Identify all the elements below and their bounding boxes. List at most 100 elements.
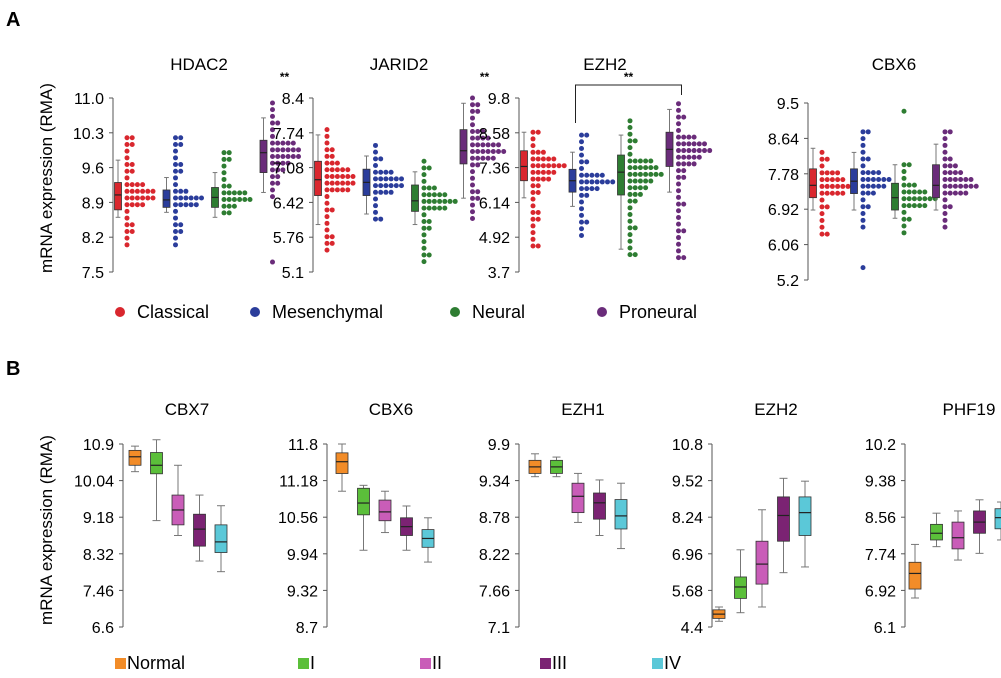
chart-a-hdac2-mesenchymal-dot	[173, 215, 178, 221]
chart-a-cbx6-proneural-dot	[958, 190, 964, 196]
chart-a-cbx6-proneural-dot	[942, 224, 948, 230]
chart-a-cbx6-mesenchymal-dot	[865, 176, 871, 182]
chart-a-hdac2-mesenchymal-dot	[188, 202, 194, 208]
chart-a-jarid2-neural-dot	[421, 185, 427, 191]
chart-a-ezh2-neural-dot	[632, 252, 638, 258]
legend-b-ii-marker	[420, 658, 431, 669]
chart-b-ezh2-tick-label: 8.24	[672, 510, 703, 527]
chart-b-cbx6-tick-label: 8.7	[296, 620, 318, 637]
chart-a-cbx6-classical-dot	[824, 156, 830, 162]
chart-a-hdac2-proneural-dot	[285, 140, 291, 146]
chart-a-jarid2-classical-dot	[324, 127, 330, 133]
chart-a-jarid2-proneural-dot	[475, 108, 481, 114]
chart-a-jarid2-proneural-dot	[470, 195, 475, 201]
chart-a-hdac2-proneural-dot	[280, 147, 286, 153]
chart-a-cbx6-neural-dot	[901, 182, 907, 188]
chart-a-hdac2-proneural-dot	[280, 140, 286, 146]
panel-b-y-axis-label: mRNA expression (RMA)	[37, 435, 56, 625]
chart-a-ezh2-neural-dot	[637, 171, 643, 177]
chart-a-hdac2-mesenchymal-dot	[183, 195, 189, 201]
chart-a-cbx6-proneural-dot	[952, 183, 958, 189]
chart-a-jarid2-tick-label: 5.1	[282, 265, 304, 282]
chart-a-ezh2-classical-dot	[530, 129, 536, 135]
chart-b-ezh2-i-box	[734, 576, 747, 599]
chart-a-ezh2-proneural-dot	[676, 248, 681, 254]
chart-a-jarid2-classical-dot	[329, 153, 335, 159]
chart-a-jarid2-mesenchymal-dot	[399, 176, 404, 182]
chart-a-ezh2-proneural-dot	[676, 188, 681, 194]
chart-a-jarid2-neural-dot	[426, 165, 432, 171]
chart-a-cbx6-classical-dot	[824, 183, 830, 189]
chart-a-ezh2-neural-dot	[627, 131, 633, 137]
chart-a-cbx6-mesenchymal-dot	[876, 170, 882, 176]
chart-b-ezh2-title: EZH2	[754, 400, 797, 419]
chart-a-cbx6-proneural-dot	[947, 183, 953, 189]
chart-a-hdac2-mesenchymal-dot	[173, 141, 178, 147]
chart-a-ezh2-mesenchymal-dot	[594, 172, 600, 178]
chart-a-jarid2-neural-dot	[421, 259, 427, 265]
chart-b-cbx7-tick-label: 8.32	[83, 547, 114, 564]
chart-a-jarid2-proneural-dot	[480, 142, 486, 148]
chart-a-jarid2-classical-dot	[324, 194, 330, 200]
chart-a-ezh2-classical-dot	[535, 129, 541, 135]
chart-a-ezh2-classical-dot	[535, 149, 541, 155]
chart-a-cbx6-mesenchymal-dot	[881, 183, 887, 189]
chart-a-jarid2-proneural-dot	[480, 135, 486, 141]
chart-a-ezh2-proneural-dot	[691, 154, 697, 160]
chart-a-ezh2-mesenchymal-dot	[579, 159, 584, 165]
chart-a-hdac2-classical-dot	[134, 195, 140, 201]
chart-a-hdac2-neural-dot	[226, 150, 232, 156]
chart-a-jarid2-proneural-dot	[470, 155, 475, 161]
chart-a-hdac2-classical-dot	[124, 215, 130, 221]
chart-a-jarid2-mesenchymal-dot	[399, 183, 404, 189]
chart-a-cbx6-proneural-dot	[942, 149, 948, 155]
chart-a-jarid2-neural-dot	[421, 212, 427, 218]
chart-a-jarid2-neural-dot	[421, 245, 427, 251]
chart-a-jarid2-classical-dot	[324, 214, 330, 220]
chart-a-jarid2-proneural-dot	[485, 135, 491, 141]
chart-a-jarid2-classical-dot	[324, 187, 330, 193]
chart-a-jarid2-proneural-dot	[470, 189, 475, 195]
chart-a-cbx6-neural-dot	[917, 196, 923, 202]
chart-a-cbx6-proneural-dot	[942, 136, 948, 142]
chart-a-hdac2-mesenchymal-dot	[173, 188, 178, 194]
chart-a-cbx6-mesenchymal-dot	[860, 176, 866, 182]
chart-a-hdac2-classical-dot	[140, 202, 146, 208]
chart-a-hdac2-classical-dot	[129, 195, 135, 201]
chart-a-hdac2-proneural-dot	[275, 120, 281, 126]
chart-a-cbx6-neural-dot	[911, 196, 917, 202]
chart-a-ezh2-mesenchymal-dot	[584, 186, 590, 192]
chart-a-cbx6-proneural-dot	[963, 190, 969, 196]
chart-a-hdac2-proneural-dot	[270, 180, 275, 186]
chart-a-ezh2-mesenchymal-dot	[579, 132, 584, 138]
chart-a-hdac2-mesenchymal-dot	[199, 195, 204, 201]
chart-a-cbx6-classical-dot	[819, 170, 825, 176]
chart-a-cbx6-classical-dot	[835, 170, 841, 176]
chart-a-ezh2-proneural-dot	[691, 134, 697, 140]
chart-a-ezh2-proneural-dot	[681, 148, 687, 154]
chart-b-ezh2-tick-label: 6.96	[672, 547, 703, 564]
chart-a-ezh2-mesenchymal-dot	[589, 172, 595, 178]
chart-a-hdac2-proneural-dot	[270, 174, 275, 180]
chart-a-jarid2-neural-dot	[426, 185, 432, 191]
chart-a-hdac2-neural-dot	[226, 156, 232, 162]
chart-a-hdac2-mesenchymal-dot	[178, 168, 184, 174]
chart-a-cbx6-classical-box	[809, 168, 817, 199]
chart-a-jarid2-mesenchymal-dot	[378, 176, 384, 182]
chart-a-cbx6-mesenchymal-dot	[865, 204, 871, 210]
chart-a-jarid2-classical-dot	[324, 200, 330, 206]
chart-a-jarid2-classical-dot	[324, 234, 330, 240]
chart-a-ezh2-neural-dot	[632, 178, 638, 184]
chart-a-jarid2-mesenchymal-dot	[373, 149, 378, 155]
chart-a-hdac2-classical-dot	[129, 135, 135, 141]
chart-a-jarid2-classical-dot	[334, 187, 340, 193]
chart-a-ezh2-neural-dot	[643, 171, 649, 177]
legend-b-iv-label: IV	[664, 653, 681, 673]
chart-a-jarid2-neural-dot	[437, 205, 443, 211]
chart-a-ezh2-mesenchymal-dot	[584, 179, 590, 185]
chart-a-ezh2-proneural-dot	[681, 141, 687, 147]
chart-a-ezh2-classical-dot	[535, 210, 541, 216]
chart-a-jarid2-proneural-dot	[501, 149, 507, 155]
chart-a-hdac2-mesenchymal-dot	[178, 141, 184, 147]
chart-a-cbx6-neural-dot	[901, 216, 907, 222]
